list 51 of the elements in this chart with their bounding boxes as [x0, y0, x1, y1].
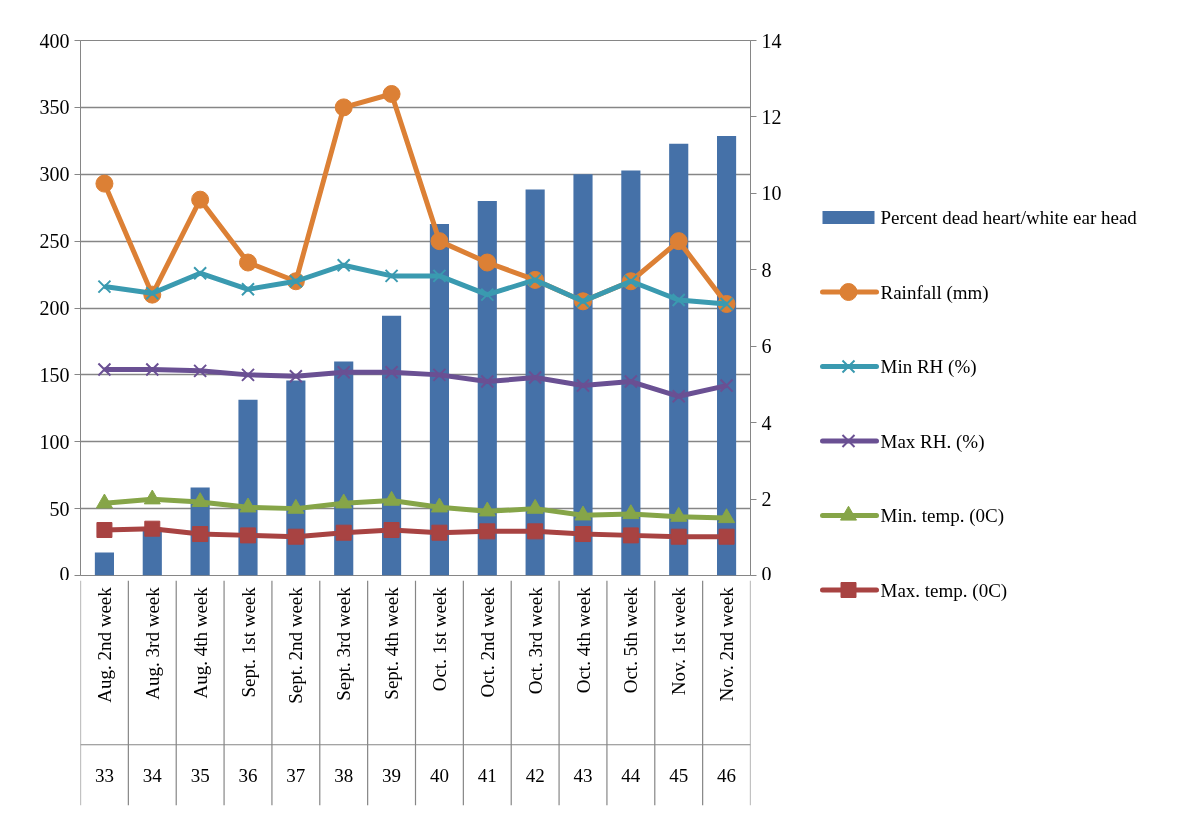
legend-label: Min RH (%) [880, 356, 977, 378]
text: 34 [142, 764, 163, 786]
y-tick-label: 50 [49, 497, 70, 520]
text: 37 [286, 764, 306, 786]
x-tick-label: Sept. 3rd week [333, 586, 355, 701]
y-tick-label: 150 [39, 363, 70, 386]
y2-tick-label: 14 [761, 29, 782, 52]
y-tick-label: 400 [39, 29, 70, 52]
y-tick-label: 200 [39, 297, 70, 319]
text: 44 [621, 764, 641, 786]
y2-tick-label: 4 [761, 411, 772, 434]
legend-label: Rainfall (mm) [880, 281, 989, 304]
x-tick-label: Oct. 2nd week [476, 586, 498, 698]
text: 45 [669, 764, 689, 786]
y2-tick-label: 0 [761, 562, 772, 585]
y-tick-label: 100 [39, 430, 70, 453]
y2-tick-label: 8 [761, 258, 772, 281]
y-tick-label: 0 [59, 562, 70, 585]
y2-tick-label: 2 [761, 488, 772, 511]
legend-label: Percent dead heart/white ear head [880, 207, 1138, 228]
text: 36 [238, 764, 258, 786]
text: 33 [94, 764, 114, 786]
text: 35 [190, 764, 210, 786]
x-tick-label: Aug. 4th week [189, 586, 211, 699]
text: 46 [717, 764, 737, 786]
x-tick-label: Nov. 2nd week [716, 586, 738, 702]
x-tick-label: Oct. 3rd week [524, 586, 546, 695]
x-tick-label: Aug. 3rd week [141, 586, 163, 700]
text: 42 [525, 764, 545, 786]
legend-label: Max. temp. (0C) [880, 579, 1008, 602]
text: 39 [382, 764, 402, 786]
y-tick-label: 250 [39, 230, 70, 253]
x-tick-label: Sept. 1st week [237, 586, 259, 698]
x-tick-label: Sept. 4th week [381, 586, 403, 700]
y2-tick-label: 6 [761, 335, 772, 358]
y2-tick-label: 12 [761, 105, 782, 128]
x-tick-label: Oct. 4th week [572, 586, 594, 694]
y-tick-label: 350 [39, 96, 70, 119]
legend-label: Min. temp. (0C) [880, 505, 1004, 527]
y-tick-label: 300 [39, 163, 70, 186]
text: 41 [477, 764, 497, 786]
text: 43 [573, 764, 593, 786]
text: 40 [429, 764, 449, 786]
legend-label: Max RH. (%) [880, 430, 985, 453]
x-tick-label: Sept. 2nd week [285, 586, 307, 704]
text: 38 [334, 764, 354, 786]
x-tick-label: Oct. 1st week [428, 586, 450, 692]
x-tick-label: Aug. 2nd week [93, 586, 115, 703]
y2-tick-label: 10 [761, 182, 782, 205]
x-tick-label: Nov. 1st week [668, 586, 690, 696]
x-tick-label: Oct. 5th week [620, 586, 642, 694]
